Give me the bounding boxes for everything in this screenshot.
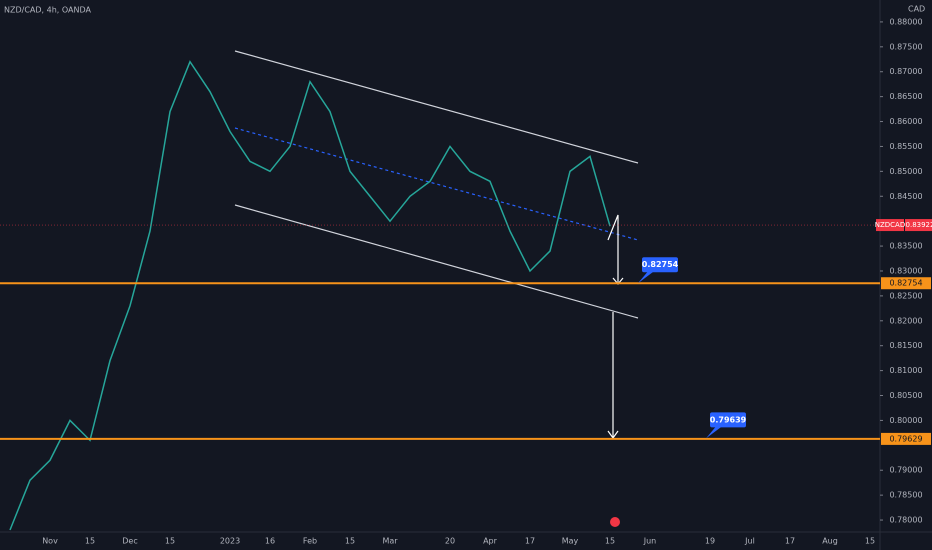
y-tick-label: 0.83500 xyxy=(889,242,922,251)
x-tick-label: 16 xyxy=(265,537,275,546)
x-tick-label: Mar xyxy=(382,537,398,546)
x-tick-label: Nov xyxy=(42,537,58,546)
callout-label: 0.82754 xyxy=(642,260,679,269)
channel-lower xyxy=(234,204,639,319)
y-tick-label: 0.88000 xyxy=(889,17,922,26)
price-tag-label: 0.79629 xyxy=(889,434,922,443)
x-tick-label: 15 xyxy=(85,537,95,546)
y-tick-label: 0.87500 xyxy=(889,42,922,51)
x-tick-label: 15 xyxy=(345,537,355,546)
y-tick-label: 0.80500 xyxy=(889,391,922,400)
x-tick-label: Feb xyxy=(303,537,317,546)
price-tag xyxy=(881,432,931,445)
y-tick-label: 0.81000 xyxy=(889,366,922,375)
x-tick-label: 15 xyxy=(165,537,175,546)
event-icon[interactable] xyxy=(610,517,620,527)
y-tick-label: 0.85500 xyxy=(889,142,922,151)
callout xyxy=(710,412,746,428)
x-tick-label: 17 xyxy=(785,537,795,546)
price-line xyxy=(9,60,611,531)
x-tick-label: Dec xyxy=(122,537,137,546)
y-tick-label: 0.78000 xyxy=(889,516,922,525)
x-tick-label: Apr xyxy=(483,537,498,546)
x-tick-label: 15 xyxy=(605,537,615,546)
x-tick-label: 19 xyxy=(705,537,715,546)
x-tick-label: 20 xyxy=(445,537,455,546)
channel xyxy=(234,50,639,319)
x-tick-label: Aug xyxy=(822,537,838,546)
callout xyxy=(642,257,678,273)
arrow xyxy=(607,214,619,283)
x-tick-label: May xyxy=(562,537,579,546)
y-tick-label: 0.82000 xyxy=(889,316,922,325)
price-tag-label: 0.82754 xyxy=(889,279,922,288)
y-tick-label: 0.85000 xyxy=(889,167,922,176)
channel-upper xyxy=(234,50,639,164)
y-tick-label: 0.84500 xyxy=(889,192,922,201)
x-tick-label: 2023 xyxy=(220,537,240,546)
x-tick-label: Jun xyxy=(643,537,657,546)
callout-label: 0.79639 xyxy=(710,415,747,424)
callout-pointer xyxy=(638,271,654,284)
y-tick-label: 0.83000 xyxy=(889,266,922,275)
callout-pointer xyxy=(706,426,722,439)
channel-mid xyxy=(234,127,639,241)
y-tick-label: 0.86000 xyxy=(889,117,922,126)
currency-label: CAD xyxy=(908,5,925,14)
y-tick-label: 0.87000 xyxy=(889,67,922,76)
x-tick-label: Jul xyxy=(744,537,755,546)
symbol-tag xyxy=(876,219,904,232)
price-tag-label: 0.83922 xyxy=(906,221,932,229)
x-tick-label: 15 xyxy=(865,537,875,546)
y-tick-label: 0.78500 xyxy=(889,491,922,500)
price-tag xyxy=(881,277,931,290)
price-tag xyxy=(905,219,932,232)
y-tick-label: 0.86500 xyxy=(889,92,922,101)
y-tick-label: 0.82500 xyxy=(889,291,922,300)
y-tick-label: 0.79000 xyxy=(889,466,922,475)
symbol-tag-label: NZDCAD xyxy=(875,221,906,229)
chart-title: NZD/CAD, 4h, OANDA xyxy=(4,6,92,15)
y-tick-label: 0.81500 xyxy=(889,341,922,350)
y-tick-label: 0.80000 xyxy=(889,416,922,425)
x-tick-label: 17 xyxy=(525,537,535,546)
